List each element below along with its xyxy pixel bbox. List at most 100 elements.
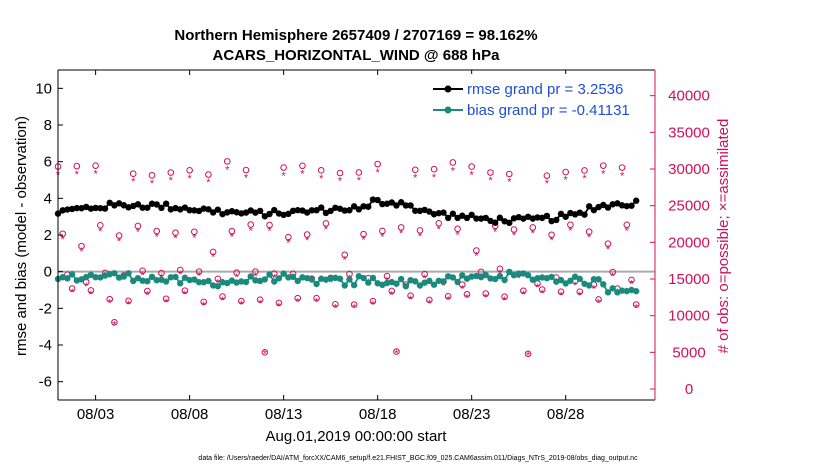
obs-possible-point — [162, 295, 170, 303]
obs-assimilated-point: * — [573, 280, 578, 292]
obs-possible-point — [416, 227, 424, 234]
obs-possible-point — [454, 225, 461, 233]
obs-assimilated-point: * — [502, 295, 507, 307]
rmse-point — [463, 214, 471, 222]
rmse-point — [87, 205, 95, 212]
obs-possible-point — [538, 286, 546, 293]
obs-possible-point — [256, 296, 264, 303]
rmse-point — [590, 206, 598, 214]
obs-possible-point — [200, 298, 208, 306]
obs-assimilated-point: * — [549, 235, 554, 247]
obs-possible-point — [92, 162, 99, 169]
obs-assimilated-point: * — [84, 281, 89, 293]
obs-assimilated-point: * — [300, 169, 305, 181]
legend-bias-label: bias grand pr = -0.41131 — [467, 102, 630, 119]
bias-point — [604, 289, 612, 296]
bias-point — [271, 278, 278, 285]
obs-assimilated-point: * — [263, 349, 268, 361]
rmse-point — [618, 202, 626, 209]
obs-assimilated-point: * — [390, 289, 395, 301]
rmse-point — [393, 202, 400, 209]
obs-possible-point — [68, 285, 76, 292]
bias-point — [167, 274, 175, 281]
obs-assimilated-point: * — [361, 235, 366, 247]
obs-assimilated-point: * — [155, 232, 160, 244]
obs-assimilated-point: * — [277, 301, 282, 313]
rmse-point — [186, 206, 193, 214]
obs-possible-point — [618, 164, 626, 171]
x-tick-label: 08/28 — [547, 406, 585, 423]
obs-possible-point — [186, 167, 193, 174]
obs-assimilated-point: * — [70, 287, 75, 299]
rmse-point — [92, 204, 99, 212]
obs-possible-point — [172, 229, 179, 237]
rmse-point — [205, 206, 212, 213]
y-left-tick-label: -2 — [39, 300, 52, 317]
obs-assimilated-point: * — [239, 299, 244, 311]
bias-point — [590, 276, 598, 283]
obs-assimilated-point: * — [178, 269, 183, 281]
rmse-point — [327, 207, 334, 215]
obs-possible-point — [238, 297, 245, 305]
y-left-tick-label: 8 — [44, 117, 52, 134]
rmse-point — [402, 202, 410, 209]
obs-possible-point — [313, 294, 320, 302]
obs-possible-point — [129, 170, 137, 177]
rmse-point — [388, 199, 395, 206]
obs-possible-point — [595, 296, 602, 303]
rmse-point — [346, 207, 353, 214]
bias-point — [562, 280, 569, 287]
bias-point — [285, 274, 292, 281]
bias-point — [369, 274, 377, 282]
bias-point — [327, 275, 334, 282]
obs-assimilated-point: * — [611, 271, 616, 283]
x-axis-label: Aug.01,2019 00:00:00 start — [266, 428, 448, 445]
x-tick-label: 08/23 — [453, 406, 491, 423]
obs-possible-point — [355, 169, 363, 176]
obs-possible-point — [529, 224, 537, 231]
rmse-point — [600, 201, 607, 209]
obs-assimilated-point: * — [286, 237, 291, 249]
obs-possible-point — [482, 290, 490, 297]
bias-point — [111, 270, 118, 277]
rmse-point — [369, 196, 377, 203]
obs-assimilated-point: * — [333, 302, 338, 314]
obs-assimilated-point: * — [596, 298, 601, 310]
bias-point — [252, 277, 259, 284]
y-left-tick-label: 10 — [35, 80, 52, 97]
bias-point — [402, 283, 410, 290]
obs-assimilated-point: * — [253, 271, 258, 283]
rmse-point — [581, 211, 588, 218]
obs-possible-point — [567, 221, 574, 229]
obs-assimilated-point: * — [441, 280, 446, 292]
obs-possible-point — [176, 266, 184, 274]
rmse-point — [97, 204, 104, 212]
obs-assimilated-point: * — [540, 288, 545, 300]
obs-assimilated-point: * — [93, 168, 98, 180]
obs-possible-point — [261, 349, 269, 356]
bias-point — [440, 278, 447, 285]
data-marks: ****************************************… — [54, 158, 640, 362]
bias-point — [412, 278, 419, 285]
obs-possible-point — [360, 230, 367, 238]
bias-point — [430, 281, 438, 288]
obs-assimilated-point: * — [230, 232, 235, 244]
obs-possible-point — [87, 287, 95, 294]
bias-point — [618, 287, 626, 294]
rmse-point — [181, 204, 189, 211]
y-right-tick-label: 20000 — [668, 234, 710, 251]
obs-assimilated-point: * — [75, 169, 80, 181]
obs-assimilated-point: * — [568, 226, 573, 238]
obs-assimilated-point: * — [423, 273, 428, 285]
rmse-point — [200, 205, 207, 212]
bias-point — [247, 273, 254, 280]
obs-possible-point — [350, 301, 358, 308]
obs-possible-point — [294, 294, 302, 302]
bias-point — [397, 275, 405, 283]
obs-assimilated-point: * — [507, 177, 512, 189]
obs-possible-point — [144, 287, 151, 295]
obs-assimilated-point: * — [338, 176, 343, 188]
obs-possible-point — [285, 233, 292, 241]
rmse-point — [477, 215, 485, 222]
bias-point — [491, 275, 499, 283]
